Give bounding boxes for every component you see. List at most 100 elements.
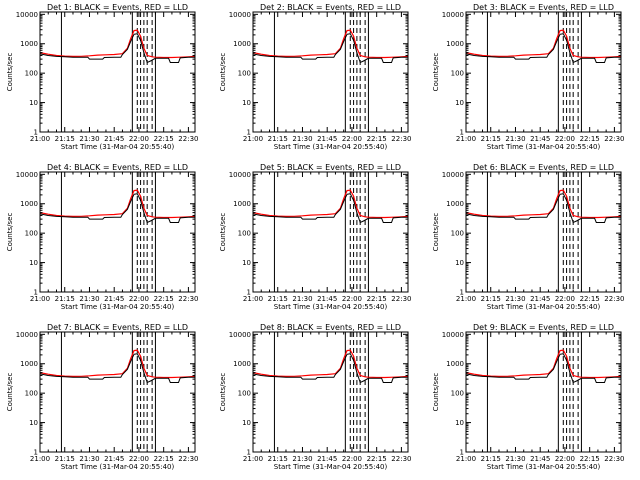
x-tick-label: 21:15 — [268, 455, 288, 463]
lld-series-line — [466, 189, 621, 219]
x-tick-label: 21:30 — [292, 455, 312, 463]
title-legend: BLACK = Events, RED = LLD — [500, 163, 614, 172]
title-legend: BLACK = Events, RED = LLD — [500, 323, 614, 332]
y-axis-label: Counts/sec — [219, 213, 227, 252]
y-axis-label: Counts/sec — [432, 213, 440, 252]
panel-det-7: Det 7: BLACK = Events, RED = LLD 1 10 100 10… — [6, 323, 198, 471]
x-axis-label: Start Time (31-Mar-04 20:55:40) — [487, 463, 601, 471]
panel-title: Det 7: BLACK = Events, RED = LLD — [47, 323, 188, 332]
x-tick-label: 22:30 — [604, 295, 624, 303]
y-tick-label: 1000 — [233, 200, 251, 208]
y-tick-label: 100 — [238, 390, 251, 398]
y-tick-label: 100 — [238, 230, 251, 238]
x-tick-label: 22:15 — [580, 455, 600, 463]
lld-series-line — [40, 189, 195, 219]
panel-title: Det 2: BLACK = Events, RED = LLD — [260, 3, 401, 12]
y-tick-label: 1000 — [446, 360, 464, 368]
x-tick-label: 21:00 — [30, 455, 50, 463]
x-tick-label: 21:00 — [456, 455, 476, 463]
x-tick-label: 22:00 — [129, 295, 149, 303]
panel-det-6: Det 6: BLACK = Events, RED = LLD 1 10 100 10… — [432, 163, 624, 311]
x-tick-label: 21:45 — [104, 295, 124, 303]
plot-frame — [465, 331, 622, 453]
x-tick-label: 22:15 — [154, 455, 174, 463]
y-tick-label: 100 — [451, 390, 464, 398]
lld-series-line — [253, 189, 408, 219]
x-tick-label: 22:30 — [391, 295, 411, 303]
y-tick-label: 100 — [25, 390, 38, 398]
y-tick-label: 1000 — [446, 40, 464, 48]
plot-frame — [39, 331, 196, 453]
x-tick-label: 21:45 — [317, 295, 337, 303]
plot-frame — [252, 11, 409, 133]
x-tick-label: 22:00 — [342, 295, 362, 303]
x-axis-label: Start Time (31-Mar-04 20:55:40) — [487, 303, 601, 311]
x-tick-label: 21:15 — [55, 295, 75, 303]
plot-frame — [465, 11, 622, 133]
panel-title: Det 6: BLACK = Events, RED = LLD — [473, 163, 614, 172]
y-tick-label: 1000 — [233, 360, 251, 368]
y-axis-label: Counts/sec — [432, 53, 440, 92]
title-det: 3: — [490, 3, 500, 12]
y-tick-label: 1 — [247, 289, 251, 297]
x-tick-label: 22:00 — [342, 135, 362, 143]
y-axis-label: Counts/sec — [6, 53, 14, 92]
x-tick-label: 22:30 — [178, 455, 198, 463]
events-series-line — [253, 353, 408, 384]
y-tick-label: 10000 — [16, 11, 38, 19]
x-tick-label: 22:15 — [154, 135, 174, 143]
plot-frame — [252, 171, 409, 293]
y-tick-label: 100 — [451, 70, 464, 78]
title-prefix: Det — [260, 163, 277, 172]
y-tick-label: 10 — [29, 99, 38, 107]
y-tick-label: 1 — [34, 129, 38, 137]
y-tick-label: 1000 — [446, 200, 464, 208]
title-legend: BLACK = Events, RED = LLD — [74, 3, 188, 12]
title-legend: BLACK = Events, RED = LLD — [500, 3, 614, 12]
x-axis-label: Start Time (31-Mar-04 20:55:40) — [274, 303, 388, 311]
title-prefix: Det — [260, 3, 277, 12]
y-tick-label: 10 — [455, 419, 464, 427]
title-legend: BLACK = Events, RED = LLD — [287, 323, 401, 332]
x-tick-label: 22:15 — [154, 295, 174, 303]
y-tick-label: 1 — [460, 129, 464, 137]
title-prefix: Det — [47, 163, 64, 172]
y-tick-label: 1 — [460, 449, 464, 457]
x-tick-label: 21:45 — [104, 455, 124, 463]
y-tick-label: 10 — [455, 99, 464, 107]
lld-series-line — [466, 349, 621, 379]
lld-series-line — [253, 29, 408, 59]
x-axis-label: Start Time (31-Mar-04 20:55:40) — [61, 303, 175, 311]
events-series-line — [40, 353, 195, 384]
events-series-line — [253, 193, 408, 224]
plot-frame — [39, 171, 196, 293]
x-tick-label: 21:00 — [30, 295, 50, 303]
y-tick-label: 10000 — [229, 11, 251, 19]
x-tick-label: 22:00 — [555, 295, 575, 303]
plot-frame — [252, 331, 409, 453]
panel-title: Det 4: BLACK = Events, RED = LLD — [47, 163, 188, 172]
y-axis-label: Counts/sec — [432, 373, 440, 412]
x-tick-label: 21:30 — [505, 295, 525, 303]
x-axis-label: Start Time (31-Mar-04 20:55:40) — [61, 463, 175, 471]
x-tick-label: 22:15 — [367, 455, 387, 463]
y-tick-label: 10000 — [442, 171, 464, 179]
x-axis-label: Start Time (31-Mar-04 20:55:40) — [274, 143, 388, 151]
x-tick-label: 21:30 — [292, 295, 312, 303]
x-tick-label: 21:30 — [79, 135, 99, 143]
y-tick-label: 10 — [242, 259, 251, 267]
x-tick-label: 21:00 — [243, 135, 263, 143]
y-tick-label: 100 — [25, 70, 38, 78]
panel-det-2: Det 2: BLACK = Events, RED = LLD 1 10 100 10… — [219, 3, 411, 151]
panel-title: Det 5: BLACK = Events, RED = LLD — [260, 163, 401, 172]
x-tick-label: 21:45 — [530, 295, 550, 303]
x-tick-label: 22:30 — [178, 295, 198, 303]
x-tick-label: 21:45 — [317, 455, 337, 463]
events-series-line — [40, 33, 195, 64]
x-tick-label: 21:30 — [292, 135, 312, 143]
title-det: 6: — [490, 163, 500, 172]
y-tick-label: 1000 — [20, 360, 38, 368]
x-axis-label: Start Time (31-Mar-04 20:55:40) — [61, 143, 175, 151]
y-axis-label: Counts/sec — [219, 53, 227, 92]
